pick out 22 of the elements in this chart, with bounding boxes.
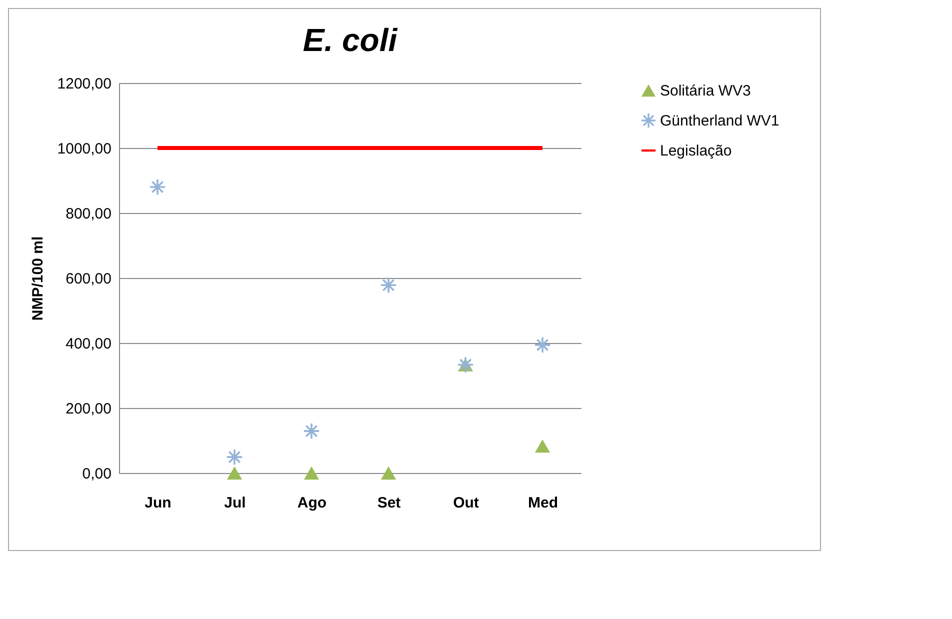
y-tick-label: 200,00 <box>66 400 112 418</box>
x-tick-label: Jun <box>144 494 172 512</box>
y-tick-label: 600,00 <box>66 270 112 288</box>
legend-label: Legislação <box>660 142 732 160</box>
y-tick-label: 400,00 <box>66 336 112 352</box>
y-tick-label: 1000,00 <box>57 140 112 158</box>
y-tick-label: 0,00 <box>82 466 112 482</box>
x-tick-label: Med <box>528 494 558 512</box>
x-tick-label: Ago <box>297 494 327 512</box>
chart-title: E. coli <box>302 22 398 58</box>
legend-label: Solitária WV3 <box>660 82 751 100</box>
y-tick-label: 800,00 <box>66 206 112 222</box>
x-tick-label: Out <box>453 494 479 512</box>
point <box>534 439 550 453</box>
x-tick-label: Jul <box>224 494 246 512</box>
point <box>226 466 242 480</box>
legend-label: Güntherland WV1 <box>660 112 780 130</box>
y-axis-title: NMP/100 ml <box>29 236 46 321</box>
point <box>304 466 320 480</box>
point <box>380 466 396 480</box>
y-tick-label: 1200,00 <box>57 76 112 92</box>
x-tick-label: Set <box>377 494 401 512</box>
